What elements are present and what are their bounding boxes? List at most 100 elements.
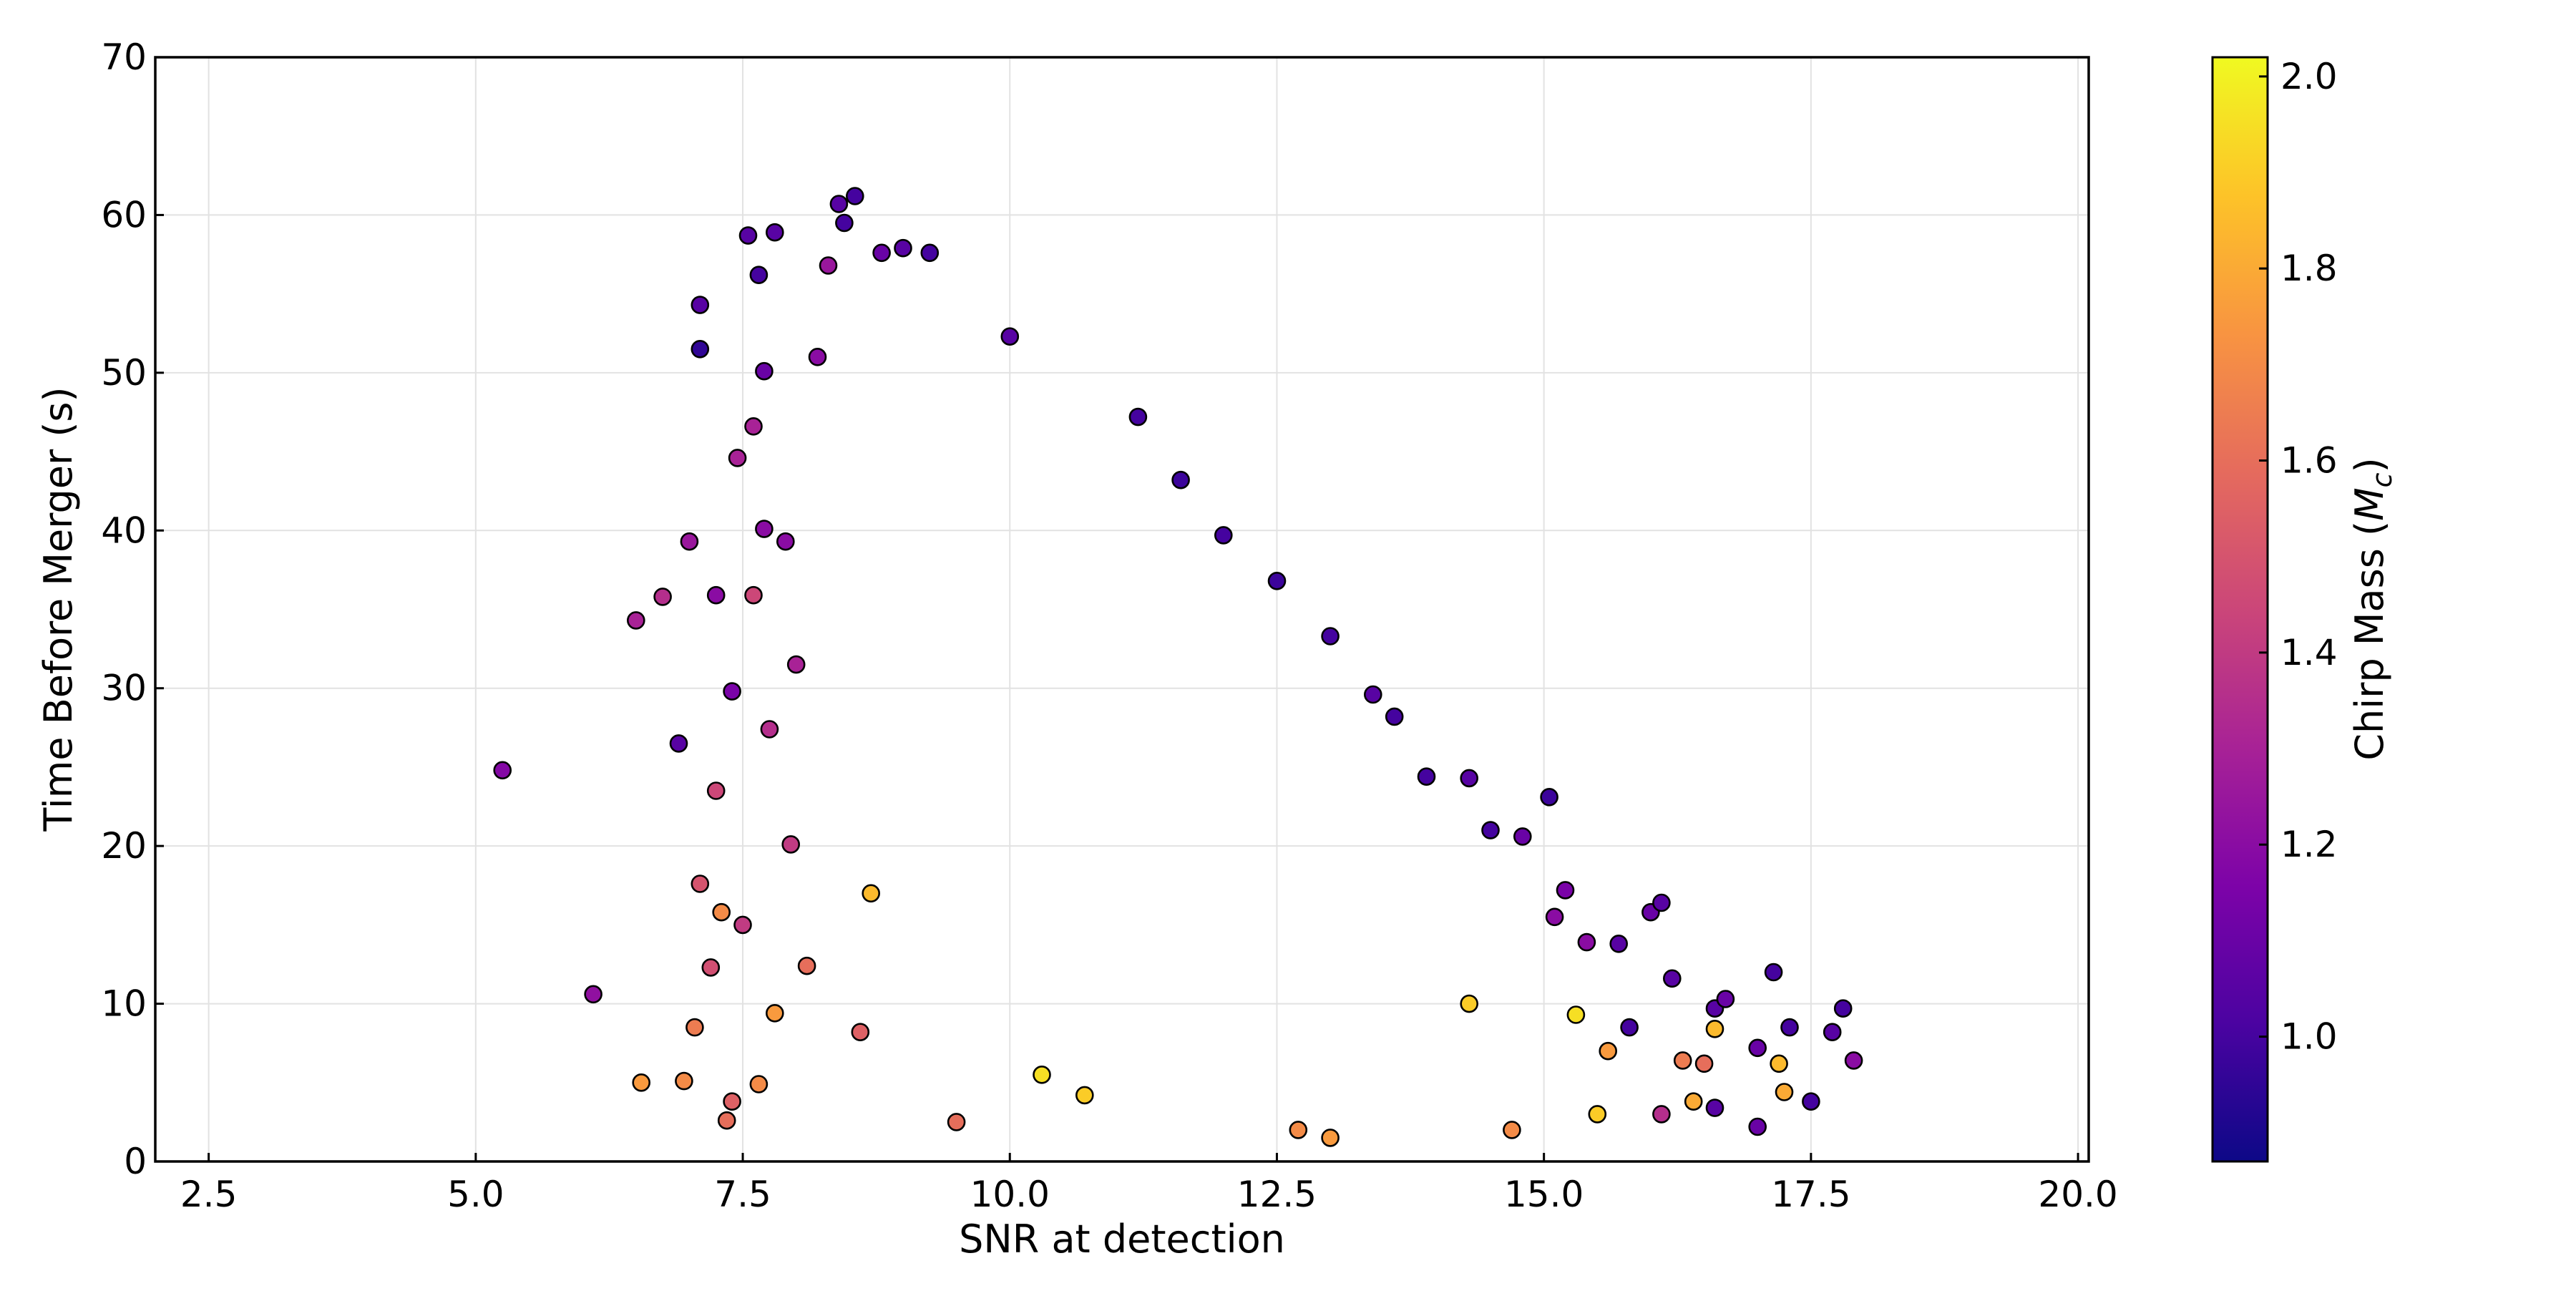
scatter-point <box>653 588 672 606</box>
scatter-point <box>744 585 763 605</box>
scatter-point <box>1577 932 1596 952</box>
scatter-point <box>760 720 779 739</box>
x-tick-label: 17.5 <box>1771 1174 1850 1215</box>
scatter-point <box>1540 788 1558 807</box>
scatter-point <box>1417 767 1436 786</box>
plot-frame <box>154 56 2090 1163</box>
colorbar: 1.0 1.2 1.4 1.6 1.8 2.0 Chirp Mass (Mc) <box>2211 56 2398 1163</box>
scatter-point <box>1460 769 1478 788</box>
scatter-point <box>744 416 763 436</box>
scatter-point <box>1705 1098 1724 1117</box>
scatter-point <box>1503 1121 1521 1139</box>
scatter-point <box>738 226 758 245</box>
scatter-point <box>781 835 800 854</box>
scatter-point <box>776 532 795 551</box>
colorbar-tick-label: 1.4 <box>2280 632 2338 673</box>
scatter-point <box>1075 1086 1094 1105</box>
scatter-point <box>1673 1051 1692 1070</box>
scatter-point <box>749 265 769 285</box>
y-axis: 0 10 20 30 40 50 60 70 <box>101 36 164 1182</box>
x-axis: 2.5 5.0 7.5 10.0 12.5 15.0 17.5 20.0 <box>180 1153 2118 1215</box>
scatter-point <box>712 902 731 922</box>
scatter-point <box>1545 907 1564 927</box>
grid <box>155 57 2089 1162</box>
scatter-point <box>691 296 710 314</box>
scatter-point <box>733 915 752 935</box>
scatter-point <box>1770 1054 1788 1073</box>
scatter-point <box>1802 1092 1820 1111</box>
scatter-point <box>675 1071 693 1091</box>
scatter-point <box>1748 1117 1767 1136</box>
scatter-points <box>493 187 1863 1147</box>
scatter-point <box>1705 1020 1724 1038</box>
scatter-point <box>947 1113 966 1131</box>
y-tick-label: 60 <box>101 194 147 235</box>
scatter-point <box>717 1111 736 1130</box>
scatter-point <box>862 884 880 903</box>
scatter-point <box>1823 1023 1842 1041</box>
scatter-point <box>1716 990 1735 1008</box>
scatter-point <box>680 532 699 551</box>
colorbar-ticks: 1.0 1.2 1.4 1.6 1.8 2.0 <box>2259 56 2338 1058</box>
y-tick-label: 0 <box>124 1141 147 1182</box>
scatter-point <box>1652 1105 1671 1124</box>
scatter-point <box>1652 893 1671 912</box>
scatter-point <box>706 781 726 800</box>
scatter-point <box>1775 1083 1794 1101</box>
x-tick-label: 20.0 <box>2038 1174 2117 1215</box>
colorbar-tick-label: 2.0 <box>2280 56 2338 97</box>
colorbar-tick-label: 1.8 <box>2280 248 2338 289</box>
scatter-point <box>723 682 741 701</box>
scatter-point <box>1513 827 1532 846</box>
scatter-point <box>872 243 891 263</box>
colorbar-tick-label: 1.2 <box>2280 824 2338 865</box>
scatter-point <box>706 585 726 605</box>
scatter-point <box>749 1075 769 1093</box>
x-tick-label: 10.0 <box>970 1174 1050 1215</box>
scatter-point <box>766 1004 784 1023</box>
colorbar-tick-label: 1.6 <box>2280 440 2338 482</box>
y-tick-label: 40 <box>101 510 147 551</box>
scatter-point <box>728 449 747 467</box>
y-tick-label: 20 <box>101 825 147 867</box>
scatter-point <box>920 243 940 263</box>
scatter-point <box>1214 526 1233 545</box>
scatter-point <box>701 958 721 977</box>
scatter-point <box>894 238 912 258</box>
y-tick-label: 70 <box>101 36 147 78</box>
scatter-point <box>723 1092 741 1111</box>
scatter-point <box>835 213 854 233</box>
scatter-point <box>691 339 710 359</box>
scatter-point <box>1321 627 1340 646</box>
scatter-point <box>1663 969 1682 988</box>
y-axis-label: Time Before Merger (s) <box>36 386 81 832</box>
colorbar-gradient <box>2211 56 2269 1163</box>
scatter-point <box>1481 821 1500 839</box>
scatter-point <box>1385 707 1404 726</box>
scatter-point <box>1033 1066 1051 1084</box>
colorbar-tick-label: 1.0 <box>2280 1016 2338 1058</box>
scatter-point <box>584 985 602 1004</box>
y-tick-label: 50 <box>101 352 147 394</box>
scatter-point <box>1000 327 1020 346</box>
scatter-point <box>851 1023 870 1041</box>
scatter-point <box>1128 407 1148 427</box>
x-tick-label: 2.5 <box>180 1174 238 1215</box>
scatter-point <box>1171 470 1190 489</box>
scatter-point <box>1684 1092 1703 1111</box>
scatter-point <box>1289 1121 1308 1139</box>
colorbar-label: Chirp Mass (Mc) <box>2347 457 2398 760</box>
x-axis-label: SNR at detection <box>959 1217 1285 1262</box>
scatter-point <box>766 223 784 242</box>
scatter-point <box>1748 1038 1767 1058</box>
y-tick-label: 10 <box>101 983 147 1025</box>
scatter-point <box>819 256 838 275</box>
scatter-point <box>1460 994 1478 1013</box>
scatter-point <box>1566 1005 1586 1024</box>
x-tick-label: 15.0 <box>1504 1174 1584 1215</box>
scatter-point <box>686 1018 704 1037</box>
scatter-point <box>1780 1018 1799 1037</box>
scatter-point <box>1620 1018 1639 1037</box>
